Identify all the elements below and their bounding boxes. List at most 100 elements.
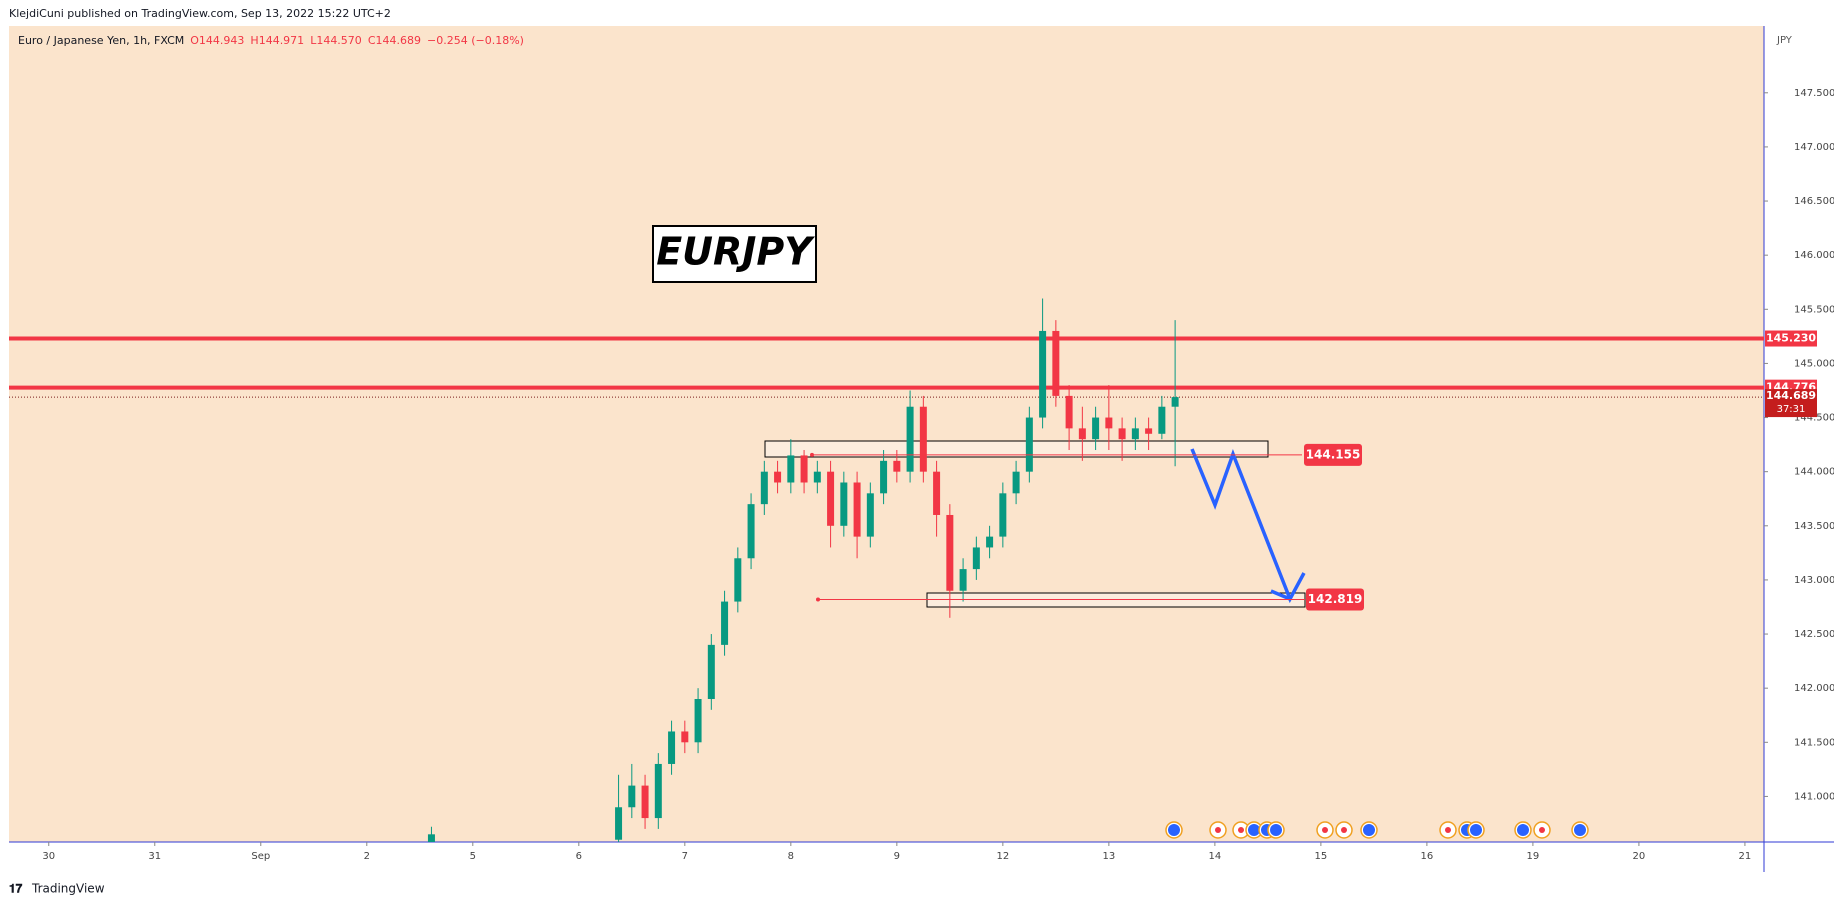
note-tag — [1304, 443, 1362, 466]
y-tick-label: 142.500 — [1794, 629, 1834, 640]
candle-body — [721, 601, 729, 645]
event-icon-dot — [1168, 824, 1180, 836]
candle-body — [1131, 428, 1139, 440]
y-tick-label: 145.000 — [1794, 358, 1834, 369]
candle-body — [959, 569, 967, 591]
x-tick-label: 15 — [1315, 851, 1328, 862]
candle-body — [1012, 471, 1020, 494]
x-tick-label: 19 — [1527, 851, 1540, 862]
projection-arrow — [1190, 448, 1306, 604]
x-tick-label: 8 — [788, 851, 794, 862]
candle-body — [694, 698, 702, 743]
note-label: 142.819 — [1308, 592, 1363, 606]
event-icons — [1165, 821, 1589, 839]
candle-body — [880, 460, 888, 494]
plot-area — [9, 298, 1764, 842]
x-tick-label: 5 — [470, 851, 476, 862]
legend-value: O144.943 — [190, 34, 244, 47]
plot-background — [9, 26, 1764, 842]
candle-body — [866, 493, 874, 537]
brand-logo: 𝟏𝟕 — [9, 882, 23, 896]
annotation-text: EURJPY — [656, 230, 815, 274]
event-icon-dot — [1517, 824, 1529, 836]
candle-body — [986, 536, 994, 548]
x-tick-label: 31 — [148, 851, 161, 862]
legend-value: C144.689 — [368, 34, 421, 47]
candle-body — [853, 482, 861, 537]
y-tick-label: 146.000 — [1794, 250, 1834, 261]
brand: TradingView — [31, 882, 105, 896]
candle-body — [734, 558, 742, 602]
x-tick-label: 16 — [1421, 851, 1434, 862]
x-tick-label: 6 — [576, 851, 582, 862]
projection-arrow-head — [1270, 589, 1291, 601]
candle-body — [654, 763, 662, 819]
x-tick-label: 30 — [42, 851, 55, 862]
event-icon-dot — [1445, 827, 1451, 833]
y-tick-label: 144.500 — [1794, 413, 1834, 424]
note-label: 144.155 — [1306, 447, 1361, 461]
candle-body — [1052, 330, 1060, 396]
candle-body — [827, 471, 835, 526]
candle-body — [1025, 417, 1033, 472]
x-tick-label: Sep — [251, 851, 270, 862]
y-tick-label: 141.500 — [1794, 737, 1834, 748]
candle-body — [1145, 428, 1153, 434]
publisher-line: KlejdiCuni published on TradingView.com,… — [9, 7, 391, 20]
candle-body — [1065, 395, 1073, 429]
candle-body — [427, 834, 435, 842]
x-tick-label: 9 — [894, 851, 900, 862]
candle-body — [787, 455, 795, 483]
x-tick-label: 20 — [1633, 851, 1646, 862]
candle-body — [800, 455, 808, 483]
countdown: 37:31 — [1777, 404, 1806, 415]
y-tick-label: 146.500 — [1794, 196, 1834, 207]
last-price-tag — [1765, 389, 1817, 418]
y-tick-label: 147.500 — [1794, 88, 1834, 99]
candle-body — [1039, 330, 1047, 418]
candle-body — [760, 471, 768, 505]
y-tick-label: 143.500 — [1794, 521, 1834, 532]
candle-body — [919, 406, 927, 472]
candle-body — [840, 482, 848, 526]
candle-body — [1078, 428, 1086, 440]
event-icon-dot — [1238, 827, 1244, 833]
candle-body — [615, 807, 623, 840]
candle-body — [813, 471, 821, 483]
candle-body — [1158, 406, 1166, 434]
candle-body — [972, 547, 980, 570]
annotation-box — [652, 225, 817, 283]
event-icon-dot — [1470, 824, 1482, 836]
legend-value: −0.254 (−0.18%) — [427, 34, 524, 47]
event-icon-dot — [1322, 827, 1328, 833]
legend-value: L144.570 — [310, 34, 362, 47]
level-tag — [1765, 330, 1817, 347]
candle-body — [747, 504, 755, 559]
candle-body — [668, 731, 676, 764]
event-icon-dot — [1248, 824, 1260, 836]
legend-value: H144.971 — [250, 34, 304, 47]
event-icon-dot — [1363, 824, 1375, 836]
x-tick-label: 12 — [996, 851, 1009, 862]
candle-body — [774, 471, 782, 483]
candle-body — [681, 731, 689, 743]
y-tick-label: 147.000 — [1794, 142, 1834, 153]
candle-body — [946, 514, 954, 591]
candle-body — [933, 471, 941, 515]
x-tick-label: 7 — [682, 851, 688, 862]
note-dot — [816, 597, 820, 602]
event-icon-dot — [1215, 827, 1221, 833]
zone-box — [764, 440, 1269, 458]
x-tick-label: 21 — [1739, 851, 1752, 862]
note-dot — [810, 452, 814, 457]
candle-body — [1171, 397, 1179, 407]
level-tag-label: 145.230 — [1766, 332, 1816, 345]
event-icon-dot — [1270, 824, 1282, 836]
y-tick-label: 144.000 — [1794, 467, 1834, 478]
candle-body — [628, 785, 636, 808]
x-tick-label: 13 — [1102, 851, 1115, 862]
candle-body — [999, 493, 1007, 537]
candle-body — [641, 785, 649, 819]
symbol-name: Euro / Japanese Yen, 1h, FXCM — [18, 34, 184, 47]
